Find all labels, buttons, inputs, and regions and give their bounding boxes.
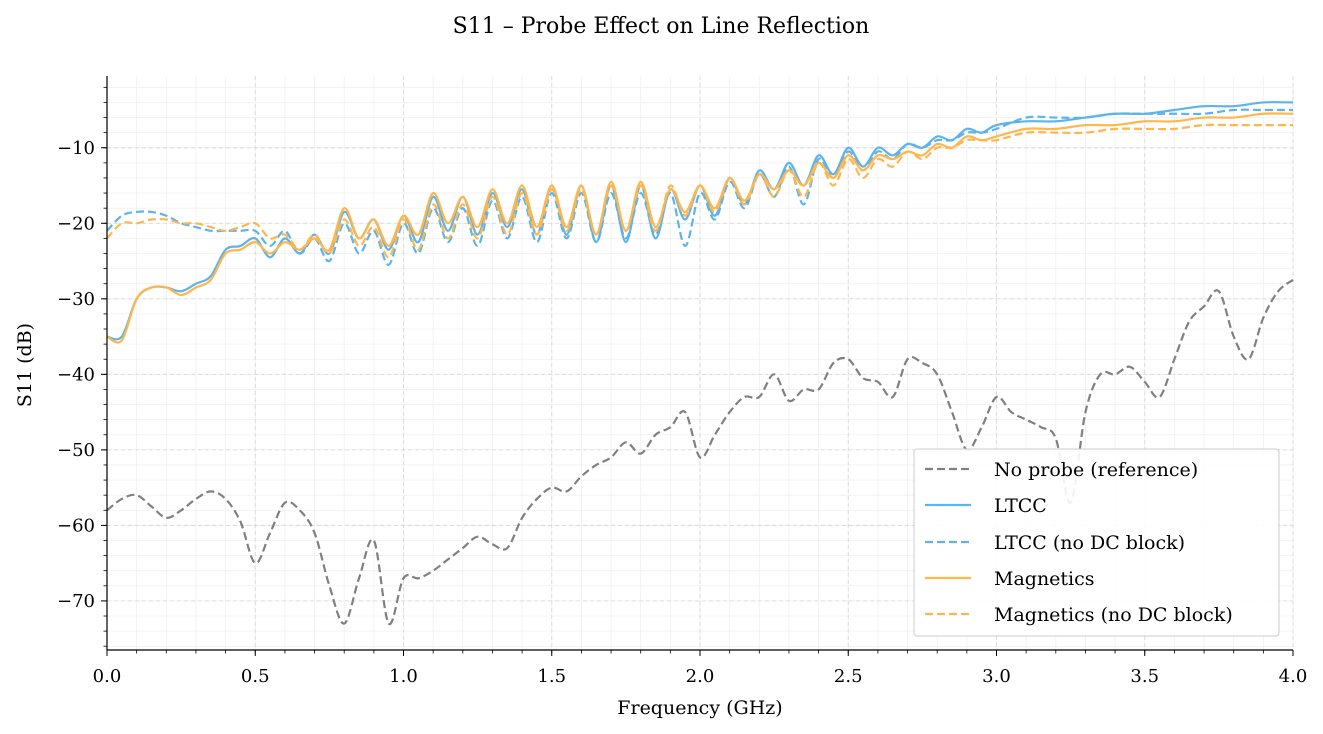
series-ltcc-no-dc-line bbox=[106, 108, 1293, 266]
series-layer bbox=[106, 101, 1294, 625]
x-tick-label: 2.5 bbox=[834, 666, 863, 687]
x-tick-label: 2.0 bbox=[686, 666, 715, 687]
series-magnetics-no-dc-line bbox=[106, 123, 1293, 259]
x-tick-label: 0.0 bbox=[93, 666, 122, 687]
legend-item-ltcc: LTCC bbox=[925, 495, 1047, 517]
legend-item-magnetics: Magnetics bbox=[925, 568, 1095, 590]
legend-box bbox=[913, 448, 1280, 637]
legend-label-ltcc: LTCC bbox=[994, 495, 1047, 517]
ticks-layer: 0.0 0.5 1.0 1.5 2.0 2.5 3.0 3.5 4.0 −70 −60 −50 −40 −… bbox=[57, 86, 1308, 687]
x-tick-label: 1.0 bbox=[389, 666, 418, 687]
legend: No probe (reference) LTCC LTCC (no DC bl… bbox=[913, 448, 1280, 637]
y-tick-label: −30 bbox=[57, 289, 95, 310]
x-tick-label: 1.5 bbox=[537, 666, 566, 687]
legend-label-no-probe: No probe (reference) bbox=[994, 459, 1198, 481]
y-tick-label: −50 bbox=[57, 440, 95, 461]
x-tick-label: 4.0 bbox=[1279, 666, 1308, 687]
y-tick-label: −10 bbox=[57, 138, 95, 159]
x-tick-label: 3.0 bbox=[982, 666, 1011, 687]
y-tick-label: −20 bbox=[57, 213, 95, 234]
y-tick-label: −70 bbox=[57, 591, 95, 612]
chart-title: S11 – Probe Effect on Line Reflection bbox=[453, 14, 870, 39]
legend-label-magnetics: Magnetics bbox=[994, 568, 1095, 590]
x-tick-label: 0.5 bbox=[241, 666, 270, 687]
y-axis-label: S11 (dB) bbox=[14, 323, 36, 407]
legend-label-magnetics-no-dc: Magnetics (no DC block) bbox=[994, 604, 1233, 626]
y-tick-label: −60 bbox=[57, 515, 95, 536]
series-no-probe-line bbox=[106, 279, 1294, 625]
legend-item-magnetics-no-dc: Magnetics (no DC block) bbox=[925, 604, 1233, 626]
x-axis-label: Frequency (GHz) bbox=[617, 697, 782, 719]
legend-item-no-probe: No probe (reference) bbox=[925, 459, 1198, 481]
x-tick-label: 3.5 bbox=[1130, 666, 1159, 687]
series-ltcc-line bbox=[106, 101, 1294, 341]
y-tick-label: −40 bbox=[57, 364, 95, 385]
legend-label-ltcc-no-dc: LTCC (no DC block) bbox=[994, 532, 1185, 554]
legend-item-ltcc-no-dc: LTCC (no DC block) bbox=[925, 532, 1185, 554]
